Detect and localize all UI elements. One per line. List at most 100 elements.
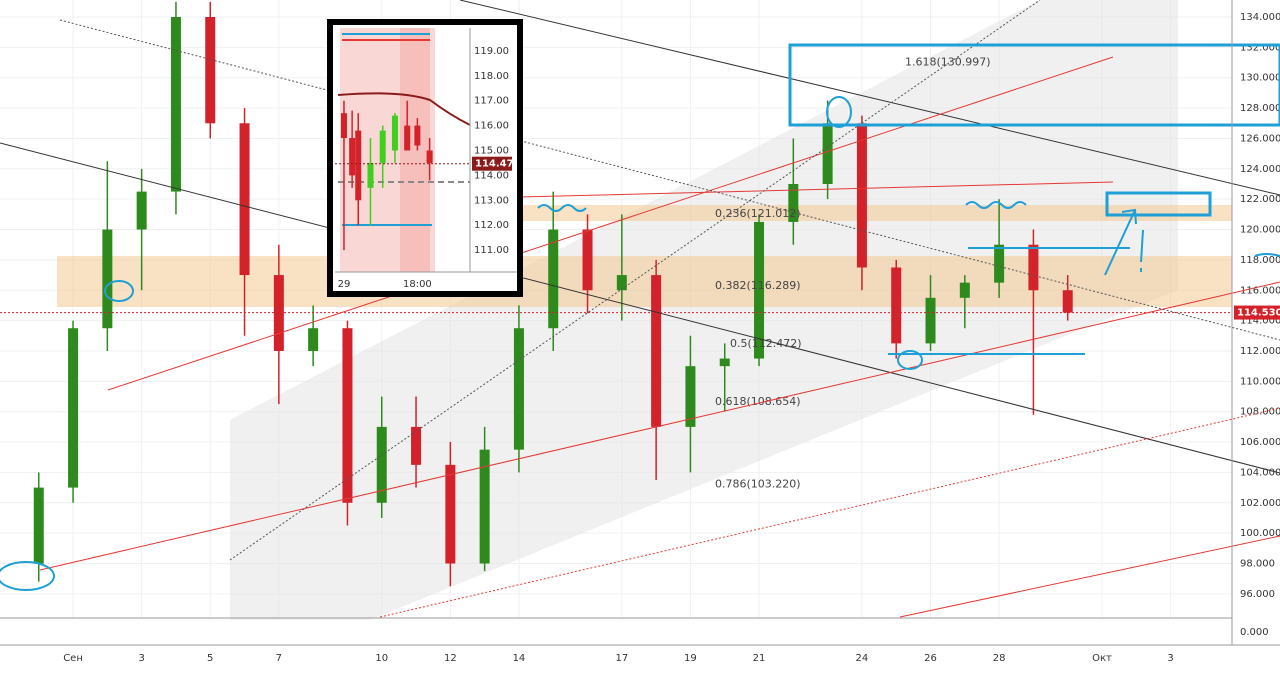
candle-body (376, 426, 387, 503)
candle-body (340, 113, 347, 139)
scribble (1254, 253, 1280, 257)
x-tick-label: 26 (924, 653, 937, 664)
y-tick-label: 134.000 (1240, 12, 1280, 23)
candle-body (391, 115, 398, 151)
inset-border (327, 19, 523, 297)
candle-body (994, 244, 1005, 283)
candle-body (548, 229, 559, 329)
inset-chart: 119.00 118.00 117.00 116.00 115.00 114.00 113.… (330, 22, 520, 294)
y-tick-label: 112.00 (474, 220, 509, 231)
arrow (1104, 208, 1137, 276)
x-tick-label: 19 (684, 653, 697, 664)
fib-label: 0.786(103.220) (715, 477, 801, 490)
candle-body (349, 138, 356, 176)
scribble (965, 201, 1027, 209)
y-tick-label: 130.000 (1240, 73, 1280, 84)
scribble (537, 204, 587, 212)
x-tick-label: 3 (1167, 653, 1173, 664)
exclamation (1140, 229, 1144, 272)
marker-circle (0, 561, 55, 591)
y-tick-label: 114.00 (474, 170, 509, 181)
y-tick-label: 132.000 (1240, 42, 1280, 53)
y-tick-label: 98.000 (1240, 559, 1275, 570)
resistance-zone (520, 205, 1232, 221)
candle-body (170, 17, 181, 192)
candle-body (102, 229, 113, 329)
y-tick-label: 102.000 (1240, 498, 1280, 509)
candle-body (1062, 290, 1073, 313)
x-tick-label: 12 (444, 653, 457, 664)
y-tick-label: 96.000 (1240, 589, 1275, 600)
x-tick-label: 24 (856, 653, 869, 664)
trend-line (379, 407, 1280, 618)
x-tick-label: 29 (338, 279, 351, 290)
x-tick-label: Сен (63, 653, 83, 664)
inset-ma (337, 92, 471, 126)
candle-body (685, 366, 696, 427)
candle-body (379, 130, 386, 163)
candle-body (891, 267, 902, 344)
candle-body (308, 328, 319, 351)
x-tick-label: 21 (753, 653, 766, 664)
y-tick-label: 106.000 (1240, 437, 1280, 448)
candle-body (479, 449, 490, 564)
candle-body (925, 297, 936, 344)
candle-body (273, 275, 284, 351)
candle-body (426, 150, 433, 163)
y-tick-label: 110.000 (1240, 376, 1280, 387)
x-tick-label: 7 (276, 653, 282, 664)
candle-body (1028, 244, 1039, 291)
y-tick-label: 114.000 (1240, 316, 1280, 327)
y-tick-label: 113.00 (474, 195, 509, 206)
y-tick-label: 116.000 (1240, 285, 1280, 296)
y-tick-label: 117.00 (474, 96, 509, 107)
y-tick-label: 120.000 (1240, 225, 1280, 236)
y-tick-label: 118.00 (474, 71, 509, 82)
candle-body (445, 464, 456, 564)
candle-body (342, 328, 353, 503)
x-tick-label: 18:00 (403, 279, 432, 290)
candle-body (822, 123, 833, 184)
marker-circle (104, 280, 134, 302)
last-price-label: 114.530 (1237, 308, 1280, 319)
candle-body (856, 123, 867, 268)
y-tick-label: 122.000 (1240, 194, 1280, 205)
trend-line (459, 0, 1280, 196)
x-tick-label: 17 (615, 653, 628, 664)
y-tick-label: 115.00 (474, 145, 509, 156)
y-tick-label: 112.000 (1240, 346, 1280, 357)
volume-tick-label: 0.000 (1240, 627, 1269, 638)
trend-line (229, 0, 1041, 561)
last-price-label: 114.47 (475, 159, 514, 170)
candle-body (754, 221, 765, 359)
target-box (1105, 191, 1212, 217)
channel-zone (230, 0, 1178, 620)
annotations: 0.000 (0, 0, 1280, 646)
y-tick-label: 126.000 (1240, 133, 1280, 144)
candle-body (355, 130, 362, 201)
fib-label: 1.618(130.997) (905, 56, 991, 69)
y-tick-label: 118.000 (1240, 255, 1280, 266)
x-tick-label: 3 (138, 653, 144, 664)
trend-line (899, 535, 1280, 618)
trend-line (519, 181, 1114, 198)
candle-body (404, 125, 411, 151)
candle-body (239, 123, 250, 276)
y-tick-label: 128.000 (1240, 103, 1280, 114)
y-tick-label: 111.00 (474, 245, 509, 256)
candle-body (414, 125, 421, 146)
candle-body (719, 358, 730, 367)
candle-body (513, 328, 524, 450)
fib-label: 0.382(116.289) (715, 279, 801, 292)
x-tick-label: 14 (513, 653, 526, 664)
candle-body (788, 183, 799, 222)
x-tick-label: 10 (375, 653, 388, 664)
x-tick-label: 5 (207, 653, 213, 664)
y-tick-label: 119.00 (474, 46, 509, 57)
trend-line (107, 56, 1114, 391)
fib-label: 0.236(121.012) (715, 207, 801, 220)
x-tick-label: 28 (993, 653, 1006, 664)
trend-line (0, 142, 1280, 474)
y-tick-label: 100.000 (1240, 528, 1280, 539)
